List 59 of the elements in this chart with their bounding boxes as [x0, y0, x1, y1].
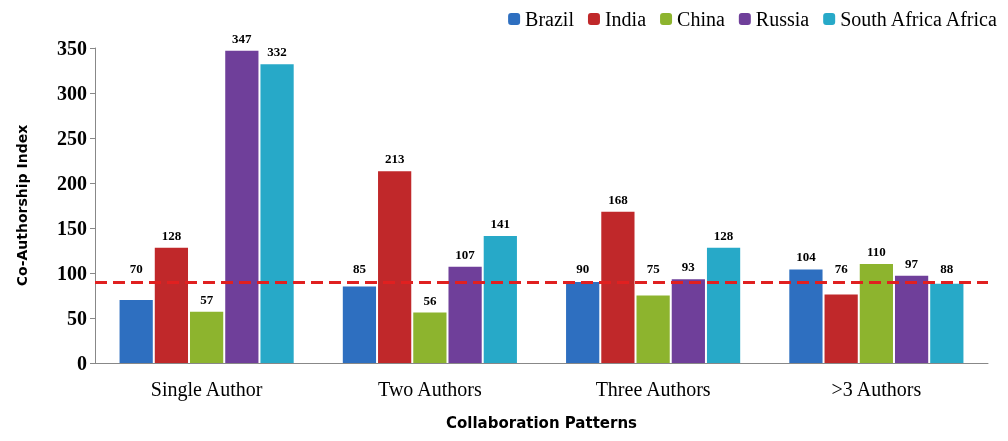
bar — [448, 266, 482, 363]
bar — [671, 279, 705, 363]
bar — [824, 294, 858, 363]
bar — [483, 236, 517, 363]
data-label: 97 — [905, 255, 919, 271]
y-tick-label: 250 — [57, 127, 87, 149]
y-tick-label: 300 — [57, 82, 87, 104]
y-tick-label: 350 — [57, 37, 87, 59]
data-label: 213 — [384, 151, 405, 167]
bar — [859, 264, 893, 363]
bar — [413, 312, 447, 363]
x-tick-label: Single Author — [150, 378, 263, 401]
data-label: 76 — [834, 261, 849, 276]
bar — [566, 282, 600, 363]
bar — [789, 269, 823, 363]
data-label: 104 — [796, 249, 817, 265]
data-label: 107 — [455, 246, 476, 262]
data-label: 128 — [713, 227, 734, 243]
bar — [601, 211, 635, 363]
y-tick-label: 50 — [67, 307, 87, 329]
data-label: 57 — [200, 291, 214, 307]
data-label: 168 — [608, 191, 629, 207]
data-label: 93 — [681, 259, 696, 275]
bar — [894, 275, 929, 363]
x-tick-label: >3 Authors — [831, 378, 922, 400]
y-tick-label: 150 — [57, 217, 87, 239]
data-label: 75 — [646, 261, 661, 276]
legend-label: South Africa Africa — [840, 8, 997, 30]
x-tick-label: Two Authors — [378, 378, 482, 400]
data-label: 110 — [866, 244, 886, 259]
bar — [260, 64, 294, 363]
data-label: 56 — [423, 292, 437, 308]
bar — [190, 311, 224, 363]
legend-label: China — [677, 8, 725, 30]
bar — [225, 50, 259, 363]
data-label: 90 — [576, 261, 590, 276]
y-tick-label: 100 — [57, 262, 87, 284]
data-label: 347 — [232, 30, 253, 46]
data-label: 141 — [490, 216, 511, 232]
data-label: 128 — [161, 227, 182, 243]
bar — [930, 283, 964, 363]
bar — [119, 300, 153, 363]
data-label: 332 — [267, 44, 287, 60]
y-tick-label: 200 — [57, 172, 87, 194]
y-tick-label: 0 — [77, 352, 87, 374]
data-label: 85 — [352, 261, 367, 276]
legend-label: India — [604, 8, 647, 30]
bar — [378, 171, 412, 363]
legend-label: Brazil — [525, 8, 575, 30]
bar — [706, 247, 741, 363]
x-tick-label: Three Authors — [595, 378, 711, 400]
bar — [342, 286, 377, 363]
data-label: 70 — [129, 261, 143, 276]
x-axis-title: Collaboration Patterns — [445, 413, 638, 432]
y-axis-title: Co-Authorship Index — [14, 124, 30, 287]
bar — [636, 295, 670, 363]
legend-label: Russia — [755, 8, 810, 30]
bar — [154, 247, 189, 363]
data-label: 88 — [940, 261, 954, 276]
